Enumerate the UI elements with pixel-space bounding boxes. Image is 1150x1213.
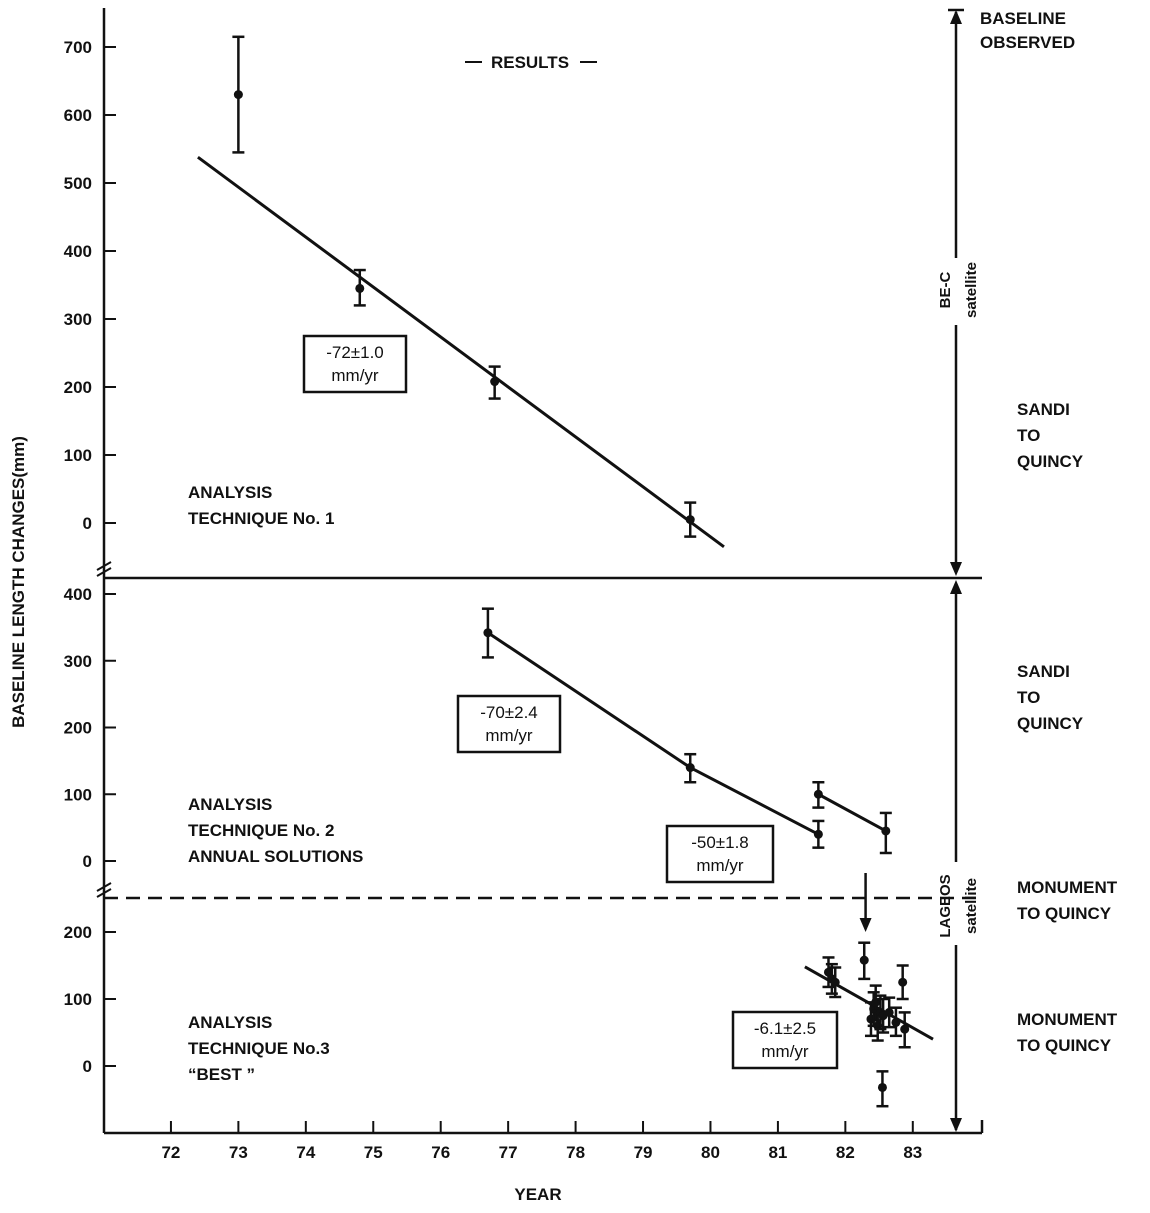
x-tick-label: 75 xyxy=(364,1143,383,1162)
x-tick-label: 76 xyxy=(431,1143,450,1162)
x-tick-label: 83 xyxy=(903,1143,922,1162)
data-point xyxy=(813,829,823,839)
arrowhead-down xyxy=(950,562,962,576)
axis-break-mark xyxy=(96,567,112,577)
data-point xyxy=(490,377,500,387)
data-point xyxy=(813,789,823,799)
event-marker-arrowhead xyxy=(859,918,872,932)
data-point xyxy=(898,977,908,987)
baseline-name-line: MONUMENT xyxy=(1017,878,1118,897)
axis-break-mark xyxy=(96,561,112,571)
fit-line xyxy=(817,792,887,833)
x-tick-label: 77 xyxy=(499,1143,518,1162)
right-header-line-1: BASELINE xyxy=(980,9,1066,28)
arrowhead-up xyxy=(950,10,962,24)
x-tick-label: 79 xyxy=(634,1143,653,1162)
plot-layer: 72 73 74 75 76 77 78 79 80 81 82 83 0 100 200 300 400 500… xyxy=(64,8,1118,1162)
y-tick-label: 0 xyxy=(83,852,92,871)
axis-break-mark xyxy=(96,882,112,892)
baseline-name-line: MONUMENT xyxy=(1017,1010,1118,1029)
x-tick-label: 73 xyxy=(229,1143,248,1162)
baseline-name-line: TO xyxy=(1017,688,1040,707)
baseline-name-line: SANDI xyxy=(1017,662,1070,681)
baseline-name-line: SANDI xyxy=(1017,400,1070,419)
rate-value: -70±2.4 xyxy=(480,703,538,722)
data-point xyxy=(877,1082,887,1092)
data-point xyxy=(685,763,695,773)
panel-label-line: ANALYSIS xyxy=(188,1013,272,1032)
rate-box xyxy=(731,1010,839,1070)
x-tick-label: 78 xyxy=(566,1143,585,1162)
rate-unit: mm/yr xyxy=(761,1042,809,1061)
y-tick-label: 100 xyxy=(64,446,92,465)
rate-value: -6.1±2.5 xyxy=(754,1019,816,1038)
rate-box xyxy=(456,694,562,754)
y-tick-label: 100 xyxy=(64,990,92,1009)
y-tick-label: 0 xyxy=(83,1057,92,1076)
y-tick-label: 700 xyxy=(64,38,92,57)
chart-title: RESULTS xyxy=(491,53,569,72)
rate-value: -50±1.8 xyxy=(691,833,749,852)
y-tick-label: 500 xyxy=(64,174,92,193)
panel-label-line: TECHNIQUE No.3 xyxy=(188,1039,330,1058)
data-point xyxy=(830,977,840,987)
y-tick-label: 200 xyxy=(64,719,92,738)
baseline-name-line: TO QUINCY xyxy=(1017,904,1112,923)
right-header-line-2: OBSERVED xyxy=(980,33,1075,52)
x-tick-label: 81 xyxy=(768,1143,787,1162)
rate-unit: mm/yr xyxy=(331,366,379,385)
y-tick-label: 200 xyxy=(64,923,92,942)
baseline-name-line: TO QUINCY xyxy=(1017,1036,1112,1055)
y-tick-label: 100 xyxy=(64,785,92,804)
x-tick-label: 80 xyxy=(701,1143,720,1162)
y-axis-label: BASELINE LENGTH CHANGES(mm) xyxy=(9,436,28,728)
data-point xyxy=(355,283,365,293)
y-tick-label: 0 xyxy=(83,514,92,533)
rate-unit: mm/yr xyxy=(485,726,533,745)
x-tick-label: 72 xyxy=(161,1143,180,1162)
axis-break-mark xyxy=(96,888,112,898)
x-tick-label: 74 xyxy=(296,1143,315,1162)
panel-label-line: ANNUAL SOLUTIONS xyxy=(188,847,363,866)
fit-line xyxy=(197,155,725,549)
data-point xyxy=(891,1017,901,1027)
satellite-word: satellite xyxy=(963,262,980,318)
data-point xyxy=(859,955,869,965)
rate-box xyxy=(302,334,408,394)
satellite-name: LAGEOS xyxy=(937,874,954,937)
rate-unit: mm/yr xyxy=(696,856,744,875)
x-axis-label: YEAR xyxy=(514,1185,561,1204)
arrowhead-up xyxy=(950,580,962,594)
baseline-name-line: TO xyxy=(1017,426,1040,445)
panel-label-line: ANALYSIS xyxy=(188,483,272,502)
data-point xyxy=(685,515,695,525)
data-point xyxy=(900,1024,910,1034)
rate-box xyxy=(665,824,775,884)
data-point xyxy=(483,628,493,638)
y-tick-label: 300 xyxy=(64,652,92,671)
panel-label-line: TECHNIQUE No. 2 xyxy=(188,821,334,840)
arrowhead-down xyxy=(950,1118,962,1132)
y-tick-label: 400 xyxy=(64,585,92,604)
panel-label-line: TECHNIQUE No. 1 xyxy=(188,509,334,528)
y-tick-label: 200 xyxy=(64,378,92,397)
y-tick-label: 400 xyxy=(64,242,92,261)
satellite-word: satellite xyxy=(963,878,980,934)
panel-label-line: ANALYSIS xyxy=(188,795,272,814)
y-tick-label: 300 xyxy=(64,310,92,329)
y-tick-label: 600 xyxy=(64,106,92,125)
baseline-name-line: QUINCY xyxy=(1017,714,1084,733)
data-point xyxy=(884,1007,894,1017)
satellite-label-bec: BE-C satellite xyxy=(937,262,980,318)
satellite-label-lageos: LAGEOS satellite xyxy=(937,874,980,937)
rate-value: -72±1.0 xyxy=(326,343,384,362)
data-point xyxy=(233,90,243,100)
x-tick-label: 82 xyxy=(836,1143,855,1162)
panel-label-line: “BEST ” xyxy=(188,1065,255,1084)
baseline-name-line: QUINCY xyxy=(1017,452,1084,471)
satellite-name: BE-C xyxy=(937,272,954,309)
data-point xyxy=(881,826,891,836)
